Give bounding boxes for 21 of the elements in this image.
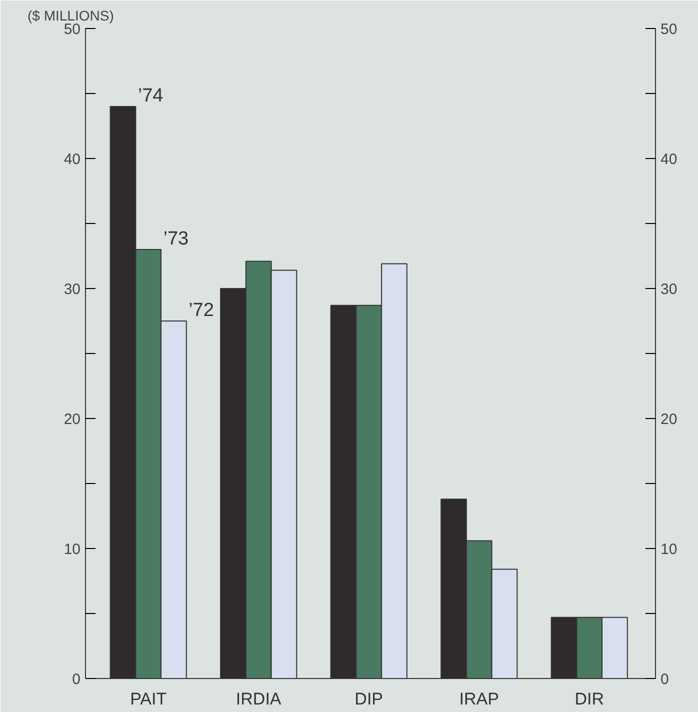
y2-tick-label: 30: [660, 281, 678, 298]
series-label: ’73: [163, 228, 189, 250]
y-tick-label: 50: [64, 21, 81, 38]
y-tick-label: 40: [64, 151, 81, 168]
x-tick-label: DIP: [354, 690, 384, 708]
y2-tick-label: 10: [660, 541, 678, 558]
x-tick-label: IRAP: [459, 690, 499, 708]
y-tick-label: 0: [72, 671, 80, 688]
x-tick-label: IRDIA: [236, 690, 282, 708]
series-label: ’74: [138, 86, 164, 106]
y-tick-label: 30: [64, 281, 81, 298]
y-tick-label: 20: [64, 411, 81, 428]
y2-tick-label: 40: [660, 151, 678, 168]
y2-tick-label: 20: [660, 411, 678, 428]
y-tick-label: 10: [64, 541, 81, 558]
x-tick-label: PAIT: [130, 690, 167, 708]
y2-tick-label: 0: [660, 671, 669, 688]
y-axis-title: ($ MILLIONS): [28, 8, 114, 24]
x-tick-label: DIR: [574, 690, 604, 708]
series-label: ’72: [188, 300, 214, 321]
y2-tick-label: 50: [660, 21, 678, 38]
